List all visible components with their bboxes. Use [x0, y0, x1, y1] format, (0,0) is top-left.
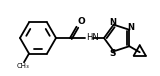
Text: CH₃: CH₃: [17, 63, 29, 69]
Text: N: N: [109, 18, 116, 27]
Text: HN: HN: [86, 33, 99, 41]
Text: N: N: [127, 23, 134, 32]
Text: O: O: [77, 17, 85, 26]
Text: S: S: [109, 49, 116, 58]
